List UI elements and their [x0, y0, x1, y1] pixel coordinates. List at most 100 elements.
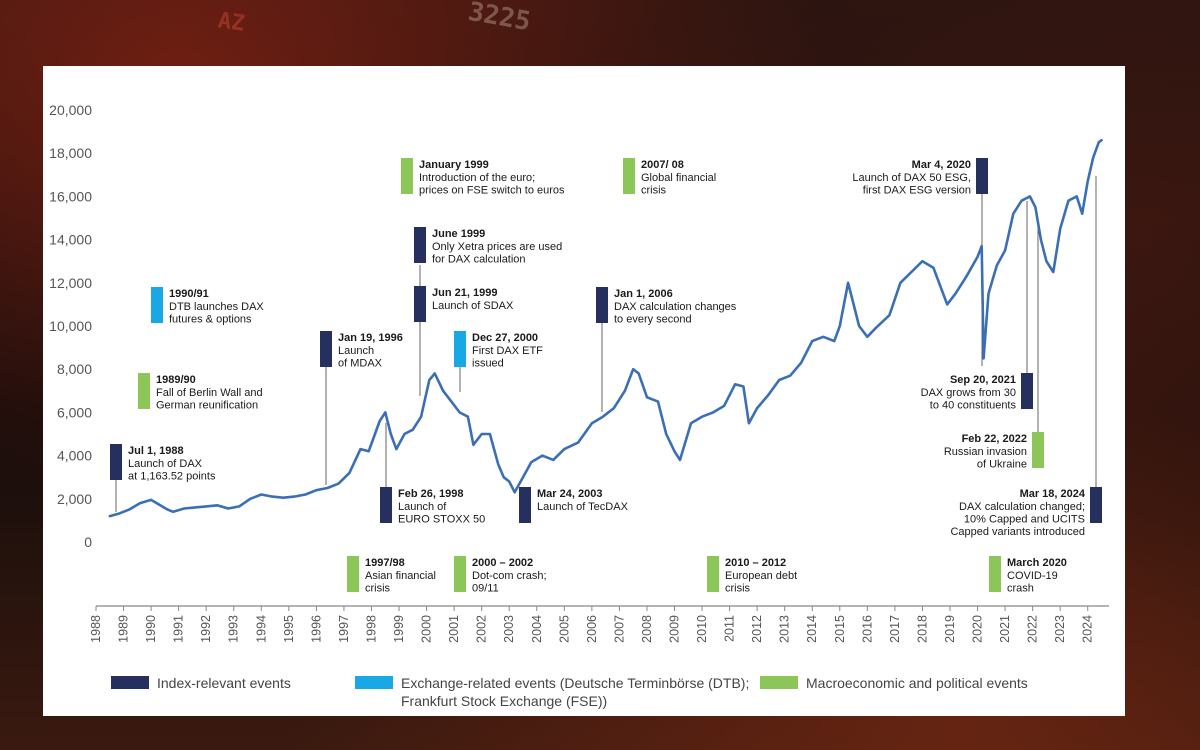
x-tick-label: 2010: [695, 615, 709, 643]
y-tick-label: 16,000: [49, 188, 92, 204]
event-description: DAX calculation changed;: [959, 501, 1085, 513]
x-tick-label: 1991: [172, 615, 186, 643]
x-tick-label: 2005: [557, 615, 571, 643]
event-description: Launch of SDAX: [432, 300, 514, 312]
event-description: first DAX ESG version: [863, 185, 971, 197]
event-description: of MDAX: [338, 358, 383, 370]
event-marker-index: [596, 287, 608, 323]
x-tick-label: 2004: [530, 615, 544, 643]
event-marker-macro: [1032, 432, 1044, 468]
x-tick-label: 1997: [337, 615, 351, 643]
x-tick-label: 2017: [888, 615, 902, 643]
legend-label: Index-relevant events: [157, 675, 291, 691]
event-description: DAX calculation changes: [614, 301, 737, 313]
event-marker-macro: [707, 556, 719, 592]
event-description: First DAX ETF: [472, 345, 543, 357]
legend-swatch: [760, 676, 798, 689]
x-tick-label: 2020: [971, 615, 985, 643]
x-tick-label: 1996: [309, 615, 323, 643]
event-description: Capped variants introduced: [950, 526, 1085, 538]
event-marker-index: [414, 227, 426, 263]
y-tick-label: 2,000: [57, 491, 92, 507]
event-marker-index: [380, 487, 392, 523]
event-marker-index: [519, 487, 531, 523]
event-title: January 1999: [419, 159, 489, 171]
x-tick-label: 2001: [447, 615, 461, 643]
event-description: European debt: [725, 570, 797, 582]
event-description: issued: [472, 358, 504, 370]
event-marker-macro: [989, 556, 1001, 592]
event-title: 2010 – 2012: [725, 557, 786, 569]
event-description: Only Xetra prices are used: [432, 241, 562, 253]
event-title: Mar 24, 2003: [537, 488, 602, 500]
event-marker-index: [976, 158, 988, 194]
event-title: Jan 1, 2006: [614, 288, 673, 300]
x-tick-label: 2019: [943, 615, 957, 643]
event-title: Mar 4, 2020: [912, 159, 971, 171]
event-title: June 1999: [432, 228, 485, 240]
event-marker-macro: [347, 556, 359, 592]
x-tick-label: 2002: [475, 615, 489, 643]
x-tick-label: 1998: [364, 615, 378, 643]
legend-swatch: [355, 676, 393, 689]
event-description: EURO STOXX 50: [398, 514, 485, 526]
event-description: crisis: [725, 583, 751, 595]
x-tick-label: 2011: [723, 615, 737, 642]
event-title: 2007/ 08: [641, 159, 684, 171]
event-description: DTB launches DAX: [169, 301, 264, 313]
x-tick-label: 1999: [392, 615, 406, 643]
event-description: Russian invasion: [944, 446, 1027, 458]
y-tick-label: 12,000: [49, 275, 92, 291]
y-tick-label: 14,000: [49, 232, 92, 248]
event-marker-index: [414, 286, 426, 322]
event-description: to 40 constituents: [930, 400, 1017, 412]
y-tick-label: 6,000: [57, 404, 92, 420]
y-axis: 20,000 18,000 16,000 14,000 12,000 10,000 8,00…: [49, 102, 92, 550]
event-description: Launch: [338, 345, 374, 357]
x-tick-label: 2009: [668, 615, 682, 643]
x-tick-label: 2008: [640, 615, 654, 643]
legend-item-exchange: Exchange-related events (Deutsche Termin…: [355, 675, 749, 709]
x-tick-label: 2018: [915, 615, 929, 643]
event-marker-index: [1090, 487, 1102, 523]
event-description: Launch of DAX 50 ESG,: [852, 172, 971, 184]
event-description: 10% Capped and UCITS: [964, 514, 1085, 526]
dax-history-chart: 20,000 18,000 16,000 14,000 12,000 10,000 8,00…: [49, 102, 1109, 709]
background-ticker: 3225: [465, 0, 533, 38]
x-tick-label: 2021: [998, 615, 1012, 643]
x-tick-label: 1989: [117, 615, 131, 643]
event-title: 1990/91: [169, 288, 209, 300]
event-description: futures & options: [169, 314, 252, 326]
event-title: 1989/90: [156, 374, 196, 386]
event-description: DAX grows from 30: [921, 387, 1016, 399]
x-tick-label: 2014: [805, 615, 819, 643]
event-description: Asian financial: [365, 570, 436, 582]
event-title: Jul 1, 1988: [128, 445, 184, 457]
event-marker-macro: [454, 556, 466, 592]
event-description: Global financial: [641, 172, 716, 184]
event-description: COVID-19: [1007, 570, 1058, 582]
event-marker-exchange: [151, 287, 163, 323]
event-marker-index: [110, 444, 122, 480]
x-tick-label: 2003: [502, 615, 516, 643]
y-tick-label: 10,000: [49, 318, 92, 334]
y-tick-label: 0: [84, 534, 92, 550]
chart-panel: 20,000 18,000 16,000 14,000 12,000 10,000 8,00…: [43, 66, 1125, 716]
legend: Index-relevant events Exchange-related ev…: [111, 675, 1028, 709]
event-title: Mar 18, 2024: [1020, 488, 1086, 500]
x-tick-label: 2000: [420, 615, 434, 643]
event-description: Introduction of the euro;: [419, 172, 535, 184]
event-marker-macro: [401, 158, 413, 194]
